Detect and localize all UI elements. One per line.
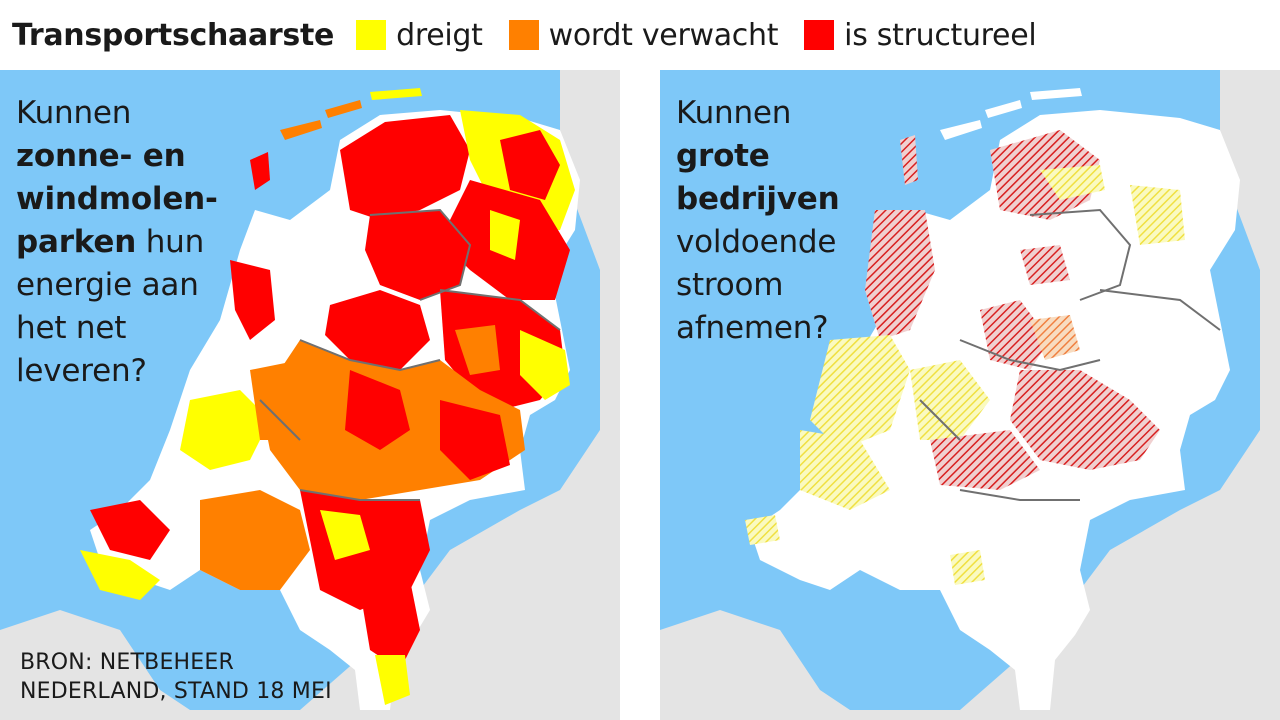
region-limburg-north [360,580,420,670]
legend-title: Transportschaarste [12,17,335,53]
legend-swatch-yellow [356,20,387,50]
region-brabant-yellow [950,550,985,585]
question-generation: Kunnen zonne- en windmolen- parken hun e… [16,92,218,393]
border-4 [959,489,1080,501]
question-bold: parken [16,224,137,260]
region-rivierenland-hatched [930,430,1040,490]
region-brabant-yellow [320,510,370,560]
island-texel [250,152,270,190]
region-achterhoek-red [440,400,510,480]
legend-label-dreigt: dreigt [396,17,483,53]
legend-item-dreigt: dreigt [356,18,483,53]
region-utrecht-yellow [910,360,990,440]
region-zeeland-yellow [745,515,780,545]
question-bold: bedrijven [676,181,840,217]
region-overijssel-orange [455,325,500,375]
question-line: Kunnen [16,95,132,131]
region-zeeland-red [90,500,170,560]
region-flevoland [365,210,470,300]
source-note: BRON: NETBEHEER NEDERLAND, STAND 18 MEI [20,648,332,706]
wadden-islands [250,88,422,190]
legend-swatch-red [804,20,835,50]
region-friesland [340,115,470,220]
region-flevoland-hatched [1020,245,1070,285]
foreign-land [0,70,620,720]
legend-item-is-structureel: is structureel [804,17,1037,53]
region-noord-holland-hatched [865,210,935,340]
source-line: BRON: NETBEHEER [20,650,234,675]
legend-label-wordt-verwacht: wordt verwacht [548,17,779,53]
legend-label-is-structureel: is structureel [844,17,1037,53]
question-line: parken hun [16,221,218,264]
region-friesland-yellow [1040,165,1105,200]
island-terschelling [985,100,1022,118]
foreign-land [660,70,1280,720]
island-texel-hatched [900,135,918,185]
region-zuid-holland-yellow [810,335,910,450]
question-line: leveren? [16,353,147,389]
question-rest: hun [136,224,205,260]
question-line: energie aan [16,267,199,303]
question-line: voldoende [676,224,837,260]
question-line: afnemen? [676,310,829,346]
question-bold: grote [676,138,770,174]
region-rijnmond-yellow [800,430,890,510]
province-borders [919,208,1221,501]
region-achterhoek-hatched [1010,370,1160,470]
border-4 [299,489,420,501]
island-terschelling [325,100,362,118]
nl-mainland [750,110,1240,710]
island-ameland [370,88,422,100]
region-zeeland-yellow [80,550,160,600]
question-consumption: Kunnen grote bedrijven voldoende stroom … [676,92,840,350]
map-panel-consumption: Kunnen grote bedrijven voldoende stroom … [660,70,1280,720]
region-gelderland-red [345,370,410,450]
border-3 [299,339,441,372]
region-twente-yellow [520,330,570,400]
question-bold: zonne- en [16,138,186,174]
question-line: zonne- en [16,135,218,178]
question-line: grote [676,135,839,178]
border-5 [259,399,301,441]
netherlands [745,110,1240,710]
region-drenthe-yellow [1130,185,1185,245]
island-vlieland [940,120,982,140]
border-5 [919,399,961,441]
region-drenthe-yellow [490,210,520,260]
legend: Transportschaarste dreigt wordt verwacht… [0,0,1280,70]
question-line: het net [16,310,127,346]
map-generation [0,70,620,720]
question-line: bedrijven [676,178,840,221]
question-bold: windmolen- [16,181,218,217]
province-borders [259,208,561,501]
region-utrecht [250,360,300,440]
legend-item-wordt-verwacht: wordt verwacht [508,17,779,53]
region-gelderland-hatched [980,300,1050,370]
map-consumption [660,70,1280,720]
netherlands [80,110,580,710]
region-flevoland-south [325,290,430,370]
wadden-islands [940,88,1082,140]
border-2 [1099,289,1221,331]
source-line: NEDERLAND, STAND 18 MEI [20,679,332,704]
legend-swatch-orange [508,20,539,50]
region-brabant-west [200,490,310,590]
island-ameland [1030,88,1082,100]
region-groningen-red [500,130,560,200]
region-limburg-south [375,655,410,705]
border-3 [959,339,1101,372]
question-line: Kunnen [676,95,792,131]
region-noord-holland-red [230,260,275,340]
map-panel-generation: Kunnen zonne- en windmolen- parken hun e… [0,70,620,720]
question-line: windmolen- [16,178,218,221]
region-gelderland-orange [1030,315,1080,360]
question-line: stroom [676,267,784,303]
region-zuid-holland-yellow [180,390,270,470]
border-2 [439,289,561,331]
island-vlieland [280,120,322,140]
